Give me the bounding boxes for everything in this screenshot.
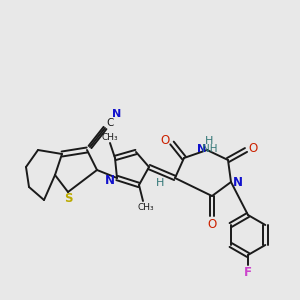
Text: F: F	[244, 266, 252, 280]
Text: O: O	[248, 142, 258, 154]
Text: CH₃: CH₃	[102, 133, 118, 142]
Text: H: H	[156, 178, 164, 188]
Text: N: N	[233, 176, 243, 190]
Text: CH₃: CH₃	[138, 202, 154, 211]
Text: N: N	[197, 144, 207, 154]
Text: S: S	[64, 193, 72, 206]
Text: O: O	[160, 134, 169, 148]
Text: C: C	[106, 118, 114, 128]
Text: O: O	[207, 218, 217, 230]
Text: H: H	[205, 136, 213, 146]
Text: NH: NH	[202, 144, 218, 154]
Text: N: N	[112, 109, 122, 119]
Text: N: N	[105, 175, 115, 188]
